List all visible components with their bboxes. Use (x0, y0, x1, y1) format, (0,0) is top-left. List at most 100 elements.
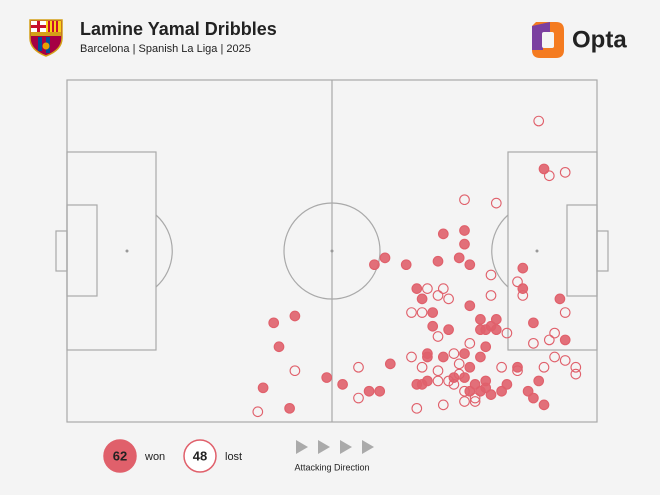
dribble-lost (353, 392, 364, 404)
legend-label: lost (225, 451, 242, 463)
dribble-won (453, 252, 465, 264)
dribble-won (284, 402, 295, 414)
dribble-lost (416, 361, 428, 373)
dribble-lost (422, 283, 433, 294)
dribble-won (363, 385, 375, 397)
dribble-lost (559, 355, 571, 366)
penalty-spot (125, 249, 129, 253)
dribble-won (480, 341, 492, 353)
dribble-lost (448, 348, 460, 359)
dribble-won (559, 334, 571, 346)
dribble-won (416, 293, 428, 305)
dribble-won (485, 389, 497, 400)
dribble-lost (496, 361, 507, 373)
dribble-won (400, 259, 412, 271)
dribble-lost (501, 327, 513, 339)
dribble-lost (485, 269, 497, 281)
dribble-lost (549, 327, 560, 339)
chart-title: Lamine Yamal Dribbles (80, 19, 277, 39)
dribble-won (554, 293, 566, 305)
dribble-lost (432, 375, 444, 387)
dribble-won (379, 252, 391, 264)
dribble-won (512, 361, 523, 373)
dribble-won (427, 307, 439, 318)
club-crest (29, 19, 63, 57)
dribble-won (459, 372, 470, 383)
dribble-won (369, 259, 380, 271)
legend-marker (183, 439, 217, 473)
dribble-lost (437, 283, 449, 294)
dribble-won (443, 324, 454, 336)
dribble-won (448, 372, 460, 383)
dribble-lost (411, 402, 423, 414)
dribble-lost (432, 290, 444, 301)
dribble-lost (469, 392, 481, 404)
dribble-lost (289, 365, 301, 377)
dribble-won (490, 314, 502, 325)
dribble-won (533, 375, 545, 387)
dribble-lost (543, 170, 555, 182)
dribble-won (538, 163, 550, 175)
dribble-won (411, 283, 423, 294)
dribble-won (475, 351, 486, 363)
dribble-won (257, 382, 269, 394)
dribble-won (501, 379, 513, 390)
dribble-lost (512, 276, 523, 288)
dribble-lost (437, 399, 449, 411)
dribble-won (464, 361, 476, 373)
dribble-won (432, 255, 444, 267)
dribble-won (464, 300, 476, 312)
dribble-won (374, 385, 386, 397)
legend-label: won (144, 451, 165, 463)
dribble-won (384, 358, 396, 370)
direction-arrows (296, 440, 374, 454)
dribble-won (459, 225, 470, 236)
dribble-won (437, 228, 449, 240)
dribble-lost (533, 115, 545, 127)
dribble-lost (543, 334, 555, 346)
dribble-lost (570, 368, 582, 380)
dribble-lost (469, 396, 481, 407)
dribble-lost (406, 351, 417, 363)
dribble-lost (432, 331, 444, 342)
dribble-lost (443, 293, 454, 305)
dribble-lost (252, 406, 264, 418)
dribble-lost (490, 197, 502, 209)
dribble-lost (406, 307, 417, 318)
dribble-won (528, 392, 539, 404)
dribble-lost (485, 290, 497, 301)
dribble-won (273, 341, 285, 353)
brand-logo: Opta (532, 22, 627, 58)
dribble-won (427, 320, 439, 332)
dribble-lost (559, 307, 571, 318)
dribble-won (422, 351, 433, 363)
legend-count: 48 (193, 448, 207, 463)
dribble-won (464, 385, 476, 397)
dribble-won (321, 372, 333, 383)
dribble-lost (432, 365, 444, 377)
dribble-lost (453, 358, 465, 370)
dribble-lost (464, 337, 476, 349)
dribble-lost (353, 361, 364, 373)
dribble-won (289, 310, 301, 322)
dribble-lost (459, 194, 470, 206)
dribble-lost (559, 166, 571, 178)
dribble-won (437, 351, 449, 363)
dribble-lost (459, 396, 470, 407)
centre-spot (330, 249, 334, 253)
dribble-won (268, 317, 280, 329)
penalty-spot (535, 249, 539, 253)
legend-count: 62 (113, 448, 127, 463)
legend-marker (103, 439, 137, 473)
dribble-lost (570, 361, 582, 373)
dribble-lost (528, 337, 539, 349)
dribble-lost (416, 307, 428, 318)
dribble-won (528, 317, 539, 329)
dribble-lost (549, 351, 560, 363)
dribble-won (464, 259, 476, 271)
dribble-lost (538, 361, 550, 373)
dribble-won (517, 262, 529, 274)
brand-name: Opta (572, 26, 627, 53)
